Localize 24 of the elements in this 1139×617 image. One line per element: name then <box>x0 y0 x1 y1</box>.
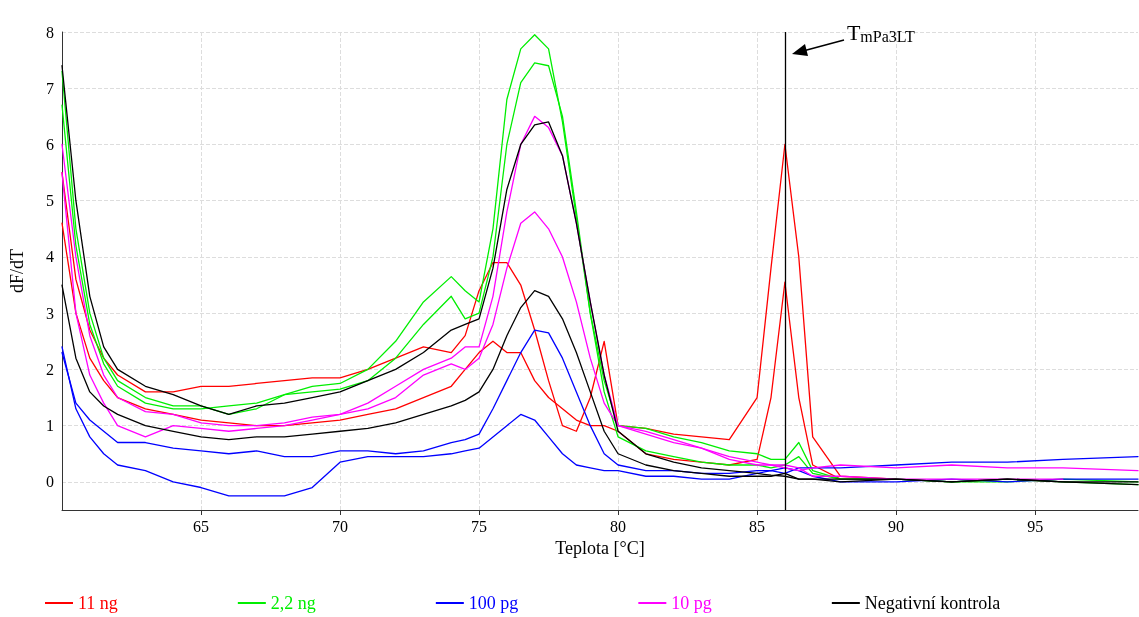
legend-label: Negativní kontrola <box>864 593 1001 613</box>
y-tick-label: 4 <box>46 248 54 266</box>
x-tick-label: 65 <box>193 517 210 535</box>
x-tick-label: 90 <box>888 517 905 535</box>
y-tick-label: 7 <box>46 79 54 97</box>
y-tick-label: 1 <box>46 417 54 435</box>
x-tick-label: 75 <box>471 517 488 535</box>
x-tick-label: 85 <box>749 517 766 535</box>
x-tick-label: 80 <box>610 517 627 535</box>
y-tick-label: 2 <box>46 360 54 378</box>
x-tick-label: 70 <box>332 517 349 535</box>
y-tick-label: 5 <box>46 192 54 210</box>
y-axis-title: dF/dT <box>7 248 27 294</box>
x-axis-title: Teplota [°C] <box>555 537 645 558</box>
ref-line-label: T$_{mPa3LT}$ <box>846 20 915 46</box>
legend-label: 100 pg <box>468 593 519 613</box>
y-tick-label: 3 <box>46 304 54 322</box>
legend-label: 2,2 ng <box>270 593 316 613</box>
y-tick-label: 0 <box>46 473 54 491</box>
legend-label: 11 ng <box>78 593 118 613</box>
x-tick-label: 95 <box>1027 517 1044 535</box>
y-tick-label: 6 <box>46 135 54 153</box>
legend-label: 10 pg <box>671 593 712 613</box>
y-tick-label: 8 <box>46 23 54 41</box>
